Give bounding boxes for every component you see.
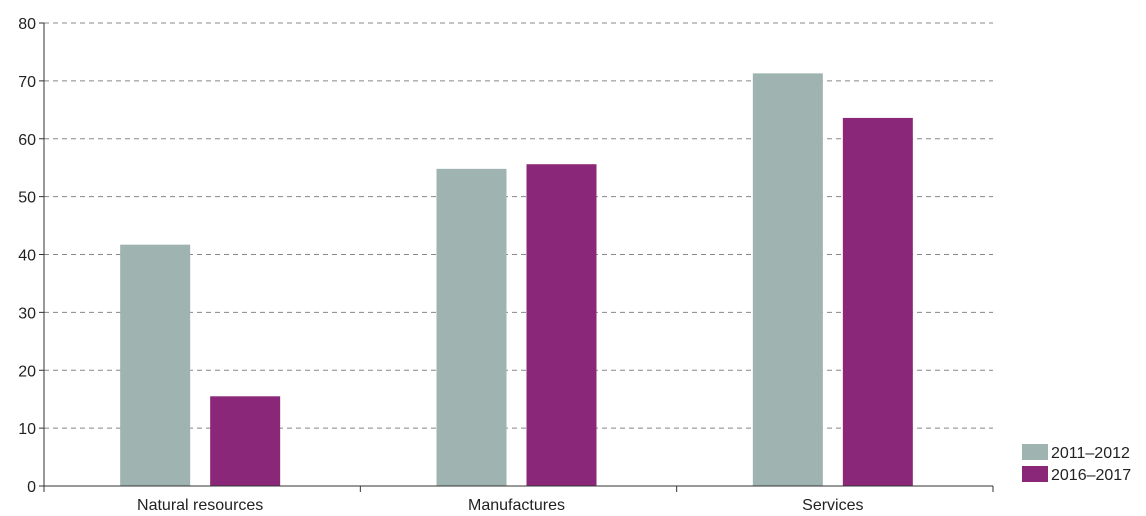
- bar-manufactures-series-0: [436, 168, 507, 486]
- y-tick-label: 70: [18, 74, 36, 91]
- x-category-label: Services: [802, 497, 863, 514]
- y-axis-ticks: 0 10 20 30 40 50 60 70 80: [18, 16, 44, 496]
- x-category-label: Natural resources: [137, 497, 263, 514]
- bar-natural-resources-series-0: [120, 244, 191, 486]
- x-category-label: Manufactures: [468, 497, 565, 514]
- y-tick-label: 30: [18, 305, 36, 322]
- y-tick-label: 20: [18, 363, 36, 380]
- y-tick-label: 0: [27, 479, 36, 496]
- bar-services-series-1: [842, 117, 913, 486]
- y-tick-label: 50: [18, 190, 36, 207]
- legend-label: 2011–2012: [1051, 445, 1130, 462]
- legend-swatch: [1022, 466, 1048, 482]
- bar-manufactures-series-1: [526, 164, 597, 486]
- x-axis-labels: Natural resources Manufactures Services: [137, 497, 863, 514]
- y-tick-label: 10: [18, 421, 36, 438]
- legend-label: 2016–2017: [1051, 467, 1131, 484]
- legend: 2011–2012 2016–2017: [1022, 444, 1131, 484]
- y-tick-label: 60: [18, 132, 36, 149]
- legend-swatch: [1022, 444, 1048, 460]
- y-tick-label: 40: [18, 248, 36, 265]
- y-tick-label: 80: [18, 16, 36, 33]
- bar-services-series-0: [752, 73, 823, 486]
- axes: [43, 23, 994, 492]
- bar-natural-resources-series-1: [210, 396, 281, 486]
- bars: [120, 73, 913, 486]
